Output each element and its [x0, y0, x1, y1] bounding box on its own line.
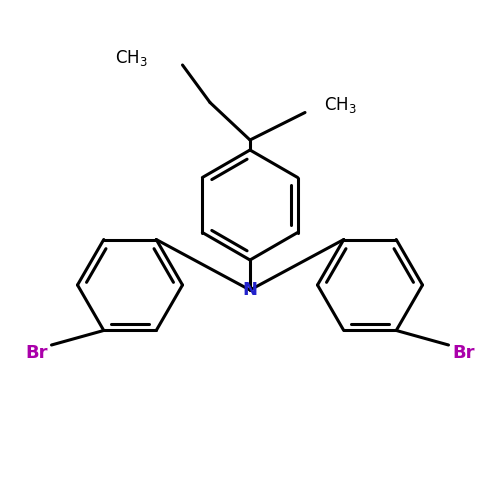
- Text: Br: Br: [452, 344, 475, 361]
- Text: CH$_3$: CH$_3$: [324, 95, 357, 115]
- Text: Br: Br: [25, 344, 48, 361]
- Text: CH$_3$: CH$_3$: [114, 48, 148, 68]
- Text: N: N: [242, 281, 258, 299]
